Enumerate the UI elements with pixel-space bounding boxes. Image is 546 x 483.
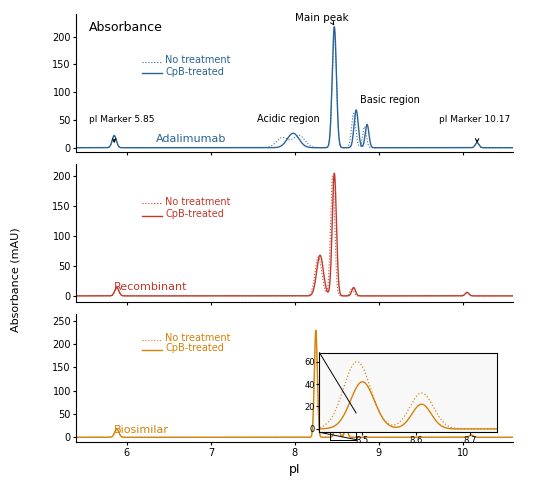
Text: pI Marker 5.85: pI Marker 5.85 bbox=[89, 115, 155, 124]
X-axis label: pI: pI bbox=[289, 463, 301, 476]
Text: Absorbance: Absorbance bbox=[89, 21, 163, 34]
Text: Biosimilar: Biosimilar bbox=[114, 425, 169, 435]
Text: Main peak: Main peak bbox=[295, 13, 348, 23]
Text: CpB-treated: CpB-treated bbox=[165, 210, 224, 219]
Text: Recombinant: Recombinant bbox=[114, 282, 188, 292]
Text: No treatment: No treatment bbox=[165, 197, 231, 207]
Text: Acidic region: Acidic region bbox=[257, 114, 320, 124]
Text: Basic region: Basic region bbox=[360, 95, 420, 105]
Text: No treatment: No treatment bbox=[165, 56, 231, 65]
Text: CpB-treated: CpB-treated bbox=[165, 343, 224, 353]
Text: pI Marker 10.17: pI Marker 10.17 bbox=[440, 115, 511, 124]
Text: Absorbance (mAU): Absorbance (mAU) bbox=[11, 228, 21, 332]
Text: No treatment: No treatment bbox=[165, 333, 231, 343]
Text: CpB-treated: CpB-treated bbox=[165, 67, 224, 77]
Text: Adalimumab: Adalimumab bbox=[156, 134, 227, 144]
